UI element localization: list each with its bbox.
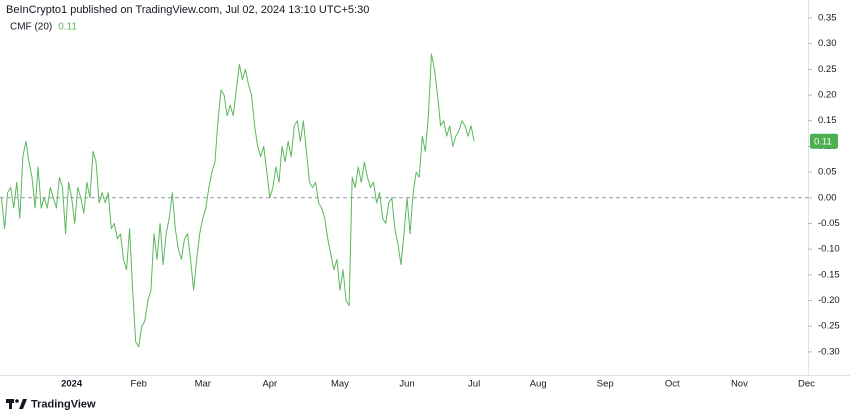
x-tick-label: Sep	[597, 379, 614, 390]
x-tick-label: Feb	[131, 379, 147, 390]
x-tick-label: Apr	[262, 379, 277, 390]
logo-part	[15, 399, 19, 403]
publisher-note: BeInCrypto1 published on TradingView.com…	[6, 4, 369, 16]
brand-logo: TradingView	[6, 398, 96, 410]
last-value-label: 0.11	[814, 136, 832, 147]
x-tick-label: Dec	[798, 379, 815, 390]
y-tick-label: -0.20	[818, 295, 840, 306]
y-tick-label: 0.35	[818, 12, 837, 23]
x-tick-label: Nov	[731, 379, 748, 390]
y-tick-label: 0.15	[818, 115, 837, 126]
x-tick-label: Mar	[195, 379, 211, 390]
logo-part	[19, 399, 27, 409]
y-tick-label: 0.05	[818, 167, 837, 178]
y-tick-label: 0.25	[818, 64, 837, 75]
logo-part	[6, 399, 14, 403]
x-tick-label: Jun	[399, 379, 414, 390]
x-tick-label: Aug	[530, 379, 547, 390]
y-tick-label: 0.20	[818, 90, 837, 101]
series-line	[1, 53, 475, 348]
y-tick-label: -0.30	[818, 346, 840, 357]
y-tick-label: -0.05	[818, 218, 840, 229]
x-tick-label: May	[331, 379, 349, 390]
x-tick-label: Jul	[468, 379, 480, 390]
x-tick-label: Oct	[665, 379, 680, 390]
legend-label: CMF (20)	[10, 22, 52, 33]
y-tick-label: 0.30	[818, 38, 837, 49]
y-tick-label: -0.25	[818, 321, 840, 332]
legend-value: 0.11	[58, 22, 77, 33]
logo-part	[9, 403, 12, 409]
y-tick-label: -0.15	[818, 269, 840, 280]
last-value-badge	[810, 133, 838, 149]
x-tick-label: 2024	[61, 379, 83, 390]
y-tick-label: -0.10	[818, 244, 840, 255]
brand-name: TradingView	[31, 398, 96, 410]
y-tick-label: 0.00	[818, 192, 837, 203]
